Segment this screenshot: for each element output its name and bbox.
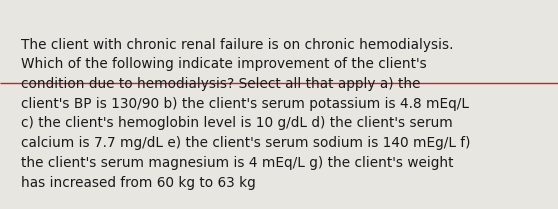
Text: The client with chronic renal failure is on chronic hemodialysis.
Which of the f: The client with chronic renal failure is… <box>21 38 471 190</box>
